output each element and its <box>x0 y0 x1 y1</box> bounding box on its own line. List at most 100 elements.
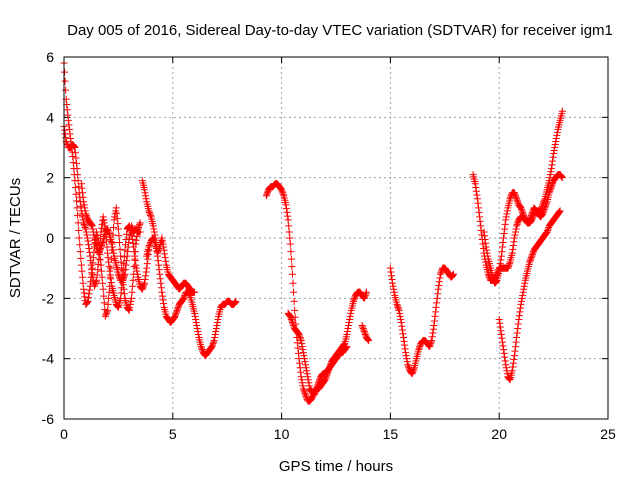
series-trace-g <box>284 309 351 399</box>
data-point <box>282 201 290 209</box>
data-point <box>128 288 136 296</box>
data-point <box>304 373 312 381</box>
data-point <box>474 199 482 207</box>
data-point <box>512 228 520 236</box>
data-point <box>125 306 133 314</box>
x-tick-label: 0 <box>60 426 68 442</box>
data-point <box>197 343 205 351</box>
data-point <box>294 344 302 352</box>
data-point <box>296 332 304 340</box>
data-point <box>345 321 353 329</box>
data-point <box>83 234 91 242</box>
data-point <box>519 291 527 299</box>
data-point <box>71 144 79 151</box>
data-point <box>100 299 108 307</box>
data-point <box>73 197 81 205</box>
data-point <box>71 183 79 191</box>
data-point <box>140 281 148 289</box>
data-point <box>303 370 311 378</box>
data-point <box>528 252 536 260</box>
data-point <box>90 282 98 290</box>
data-point <box>75 234 83 242</box>
data-point <box>89 225 97 233</box>
data-point <box>77 202 85 210</box>
y-tick-label: 4 <box>46 109 54 125</box>
data-point <box>75 226 83 234</box>
data-point <box>149 234 157 242</box>
data-point <box>172 309 180 317</box>
data-point <box>539 201 547 209</box>
data-point <box>286 312 294 320</box>
data-point <box>294 349 302 357</box>
y-tick-label: 0 <box>46 230 54 246</box>
series-trace-d <box>138 177 240 360</box>
data-point <box>194 331 202 339</box>
data-point <box>473 195 481 203</box>
data-point <box>85 245 93 253</box>
data-point <box>427 338 435 346</box>
data-point <box>551 144 559 151</box>
data-point <box>547 168 555 176</box>
data-point <box>346 315 354 323</box>
data-point <box>149 222 157 230</box>
data-point <box>506 375 514 383</box>
data-point <box>71 149 79 157</box>
data-point <box>279 189 287 197</box>
data-point <box>81 204 89 212</box>
data-point <box>429 329 437 337</box>
data-point <box>161 254 169 262</box>
data-point <box>515 315 523 323</box>
data-point <box>538 204 546 212</box>
data-point <box>84 237 92 245</box>
data-point <box>298 343 306 351</box>
data-point <box>527 217 535 225</box>
data-point <box>231 299 239 307</box>
data-point <box>316 376 324 384</box>
data-point <box>540 196 548 204</box>
data-point <box>120 272 128 280</box>
data-point <box>151 239 159 247</box>
data-point <box>126 231 134 239</box>
data-point <box>361 331 369 339</box>
data-point <box>343 331 351 339</box>
data-point <box>285 228 293 236</box>
data-point <box>72 190 80 198</box>
data-point <box>520 211 528 219</box>
data-point <box>95 249 103 257</box>
data-point <box>105 288 113 296</box>
data-point <box>360 326 368 334</box>
data-point <box>129 282 137 290</box>
data-point <box>342 344 350 352</box>
data-point <box>288 318 296 326</box>
data-point <box>136 228 144 236</box>
data-point <box>546 174 554 182</box>
data-point <box>302 392 310 400</box>
data-point <box>390 285 398 293</box>
data-point <box>483 246 491 254</box>
data-point <box>138 285 146 293</box>
data-point <box>505 261 513 269</box>
data-point <box>99 279 107 287</box>
data-point <box>81 223 89 231</box>
data-point <box>88 266 96 274</box>
data-point <box>398 322 406 330</box>
data-point <box>508 249 516 257</box>
data-point <box>314 380 322 388</box>
data-point <box>150 236 158 244</box>
data-point <box>162 257 170 265</box>
data-point <box>88 264 96 272</box>
data-point <box>528 216 536 224</box>
data-point <box>124 305 132 313</box>
data-point <box>112 204 120 212</box>
data-point <box>511 190 519 198</box>
data-point <box>557 172 565 180</box>
data-point <box>108 240 116 248</box>
data-point <box>146 210 154 218</box>
data-point <box>123 252 131 260</box>
data-point <box>278 186 286 194</box>
data-point <box>214 315 222 323</box>
data-point <box>296 364 304 372</box>
data-point <box>61 130 69 138</box>
data-point <box>131 257 139 265</box>
